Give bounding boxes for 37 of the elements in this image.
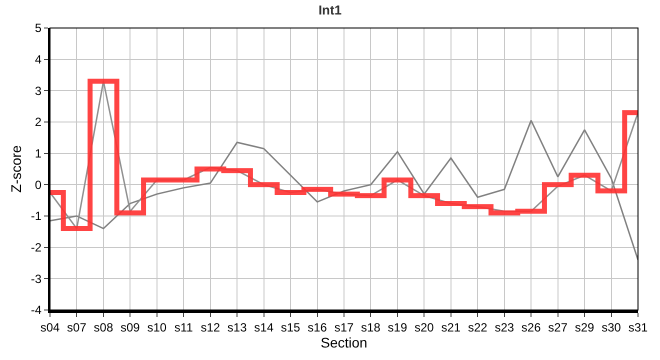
x-tick-label: s31 (628, 320, 648, 334)
x-tick-label: s10 (147, 320, 167, 334)
x-tick-label: s11 (174, 320, 194, 334)
y-tick-label: -1 (30, 209, 42, 224)
y-tick-label: 5 (34, 21, 42, 36)
x-axis-title: Section (320, 334, 368, 350)
x-tick-label: s15 (280, 320, 301, 334)
x-tick-label: s20 (414, 320, 434, 334)
x-tick-label: s30 (602, 320, 622, 334)
y-tick-label: -2 (30, 240, 42, 255)
y-tick-label: 2 (34, 115, 42, 130)
x-tick-label: s27 (548, 320, 568, 334)
x-tick-label: s07 (67, 320, 87, 334)
x-tick-label: s22 (468, 320, 488, 334)
x-tick-label: s18 (361, 320, 381, 334)
x-tick-label: s26 (521, 320, 542, 334)
x-tick-label: s17 (334, 320, 354, 334)
y-tick-label: -4 (30, 303, 42, 318)
y-tick-label: 0 (34, 178, 42, 192)
x-tick-label: s09 (120, 320, 140, 334)
x-tick-label: s29 (574, 320, 595, 334)
y-tick-label: 4 (34, 52, 42, 67)
x-tick-label: s12 (200, 320, 220, 334)
x-tick-label: s08 (94, 320, 114, 334)
chart-title: Int1 (318, 2, 342, 18)
x-tick-label: s21 (441, 320, 461, 334)
x-tick-label: s13 (227, 320, 248, 334)
y-axis-title: Z-score (8, 145, 24, 193)
line-series (50, 120, 638, 261)
x-tick-label: s23 (494, 320, 514, 334)
y-tick-label: 3 (34, 84, 42, 98)
x-tick-label: s16 (308, 320, 328, 334)
x-tick-label: s14 (254, 320, 274, 334)
x-tick-label: s19 (388, 320, 408, 334)
y-tick-label: -3 (30, 272, 42, 286)
x-tick-label: s04 (40, 320, 60, 334)
y-tick-label: 1 (34, 146, 42, 161)
